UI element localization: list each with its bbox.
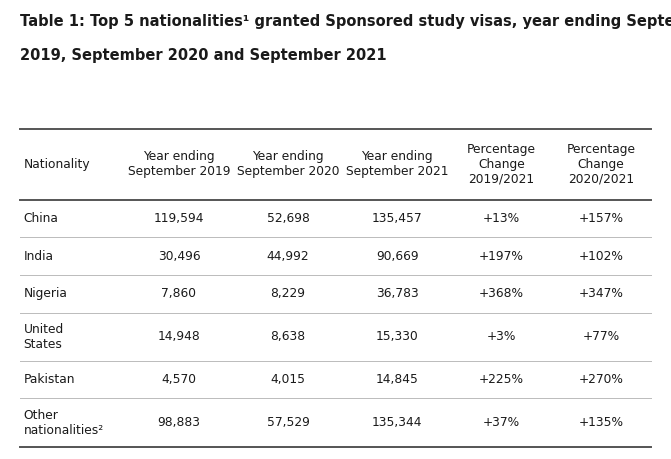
Text: +347%: +347% <box>578 287 623 300</box>
Text: 7,860: 7,860 <box>162 287 197 300</box>
Text: 119,594: 119,594 <box>154 212 204 225</box>
Text: +102%: +102% <box>578 250 623 263</box>
Text: 8,638: 8,638 <box>270 330 305 343</box>
Text: Year ending
September 2019: Year ending September 2019 <box>127 150 230 178</box>
Text: +197%: +197% <box>479 250 524 263</box>
Text: 135,344: 135,344 <box>372 416 422 429</box>
Text: 2019, September 2020 and September 2021: 2019, September 2020 and September 2021 <box>20 48 386 63</box>
Text: 98,883: 98,883 <box>158 416 201 429</box>
Text: 36,783: 36,783 <box>376 287 419 300</box>
Text: Pakistan: Pakistan <box>23 373 75 386</box>
Text: Other
nationalities²: Other nationalities² <box>23 409 103 437</box>
Text: +3%: +3% <box>486 330 516 343</box>
Text: Nigeria: Nigeria <box>23 287 67 300</box>
Text: 90,669: 90,669 <box>376 250 419 263</box>
Text: 14,948: 14,948 <box>158 330 201 343</box>
Text: Table 1: Top 5 nationalities¹ granted Sponsored study visas, year ending Septemb: Table 1: Top 5 nationalities¹ granted Sp… <box>20 14 671 29</box>
Text: 14,845: 14,845 <box>376 373 419 386</box>
Text: +368%: +368% <box>479 287 524 300</box>
Text: Nationality: Nationality <box>23 157 90 171</box>
Text: 4,015: 4,015 <box>270 373 305 386</box>
Text: +135%: +135% <box>578 416 623 429</box>
Text: +37%: +37% <box>483 416 520 429</box>
Text: 135,457: 135,457 <box>372 212 423 225</box>
Text: India: India <box>23 250 54 263</box>
Text: 15,330: 15,330 <box>376 330 419 343</box>
Text: +157%: +157% <box>578 212 623 225</box>
Text: 57,529: 57,529 <box>266 416 309 429</box>
Text: 4,570: 4,570 <box>162 373 197 386</box>
Text: 8,229: 8,229 <box>270 287 305 300</box>
Text: Percentage
Change
2019/2021: Percentage Change 2019/2021 <box>467 143 536 185</box>
Text: 52,698: 52,698 <box>266 212 309 225</box>
Text: +225%: +225% <box>479 373 524 386</box>
Text: Percentage
Change
2020/2021: Percentage Change 2020/2021 <box>566 143 635 185</box>
Text: 44,992: 44,992 <box>267 250 309 263</box>
Text: China: China <box>23 212 58 225</box>
Text: United
States: United States <box>23 323 64 351</box>
Text: +77%: +77% <box>582 330 619 343</box>
Text: +13%: +13% <box>483 212 520 225</box>
Text: 30,496: 30,496 <box>158 250 201 263</box>
Text: Year ending
September 2020: Year ending September 2020 <box>237 150 340 178</box>
Text: Year ending
September 2021: Year ending September 2021 <box>346 150 448 178</box>
Text: +270%: +270% <box>578 373 623 386</box>
